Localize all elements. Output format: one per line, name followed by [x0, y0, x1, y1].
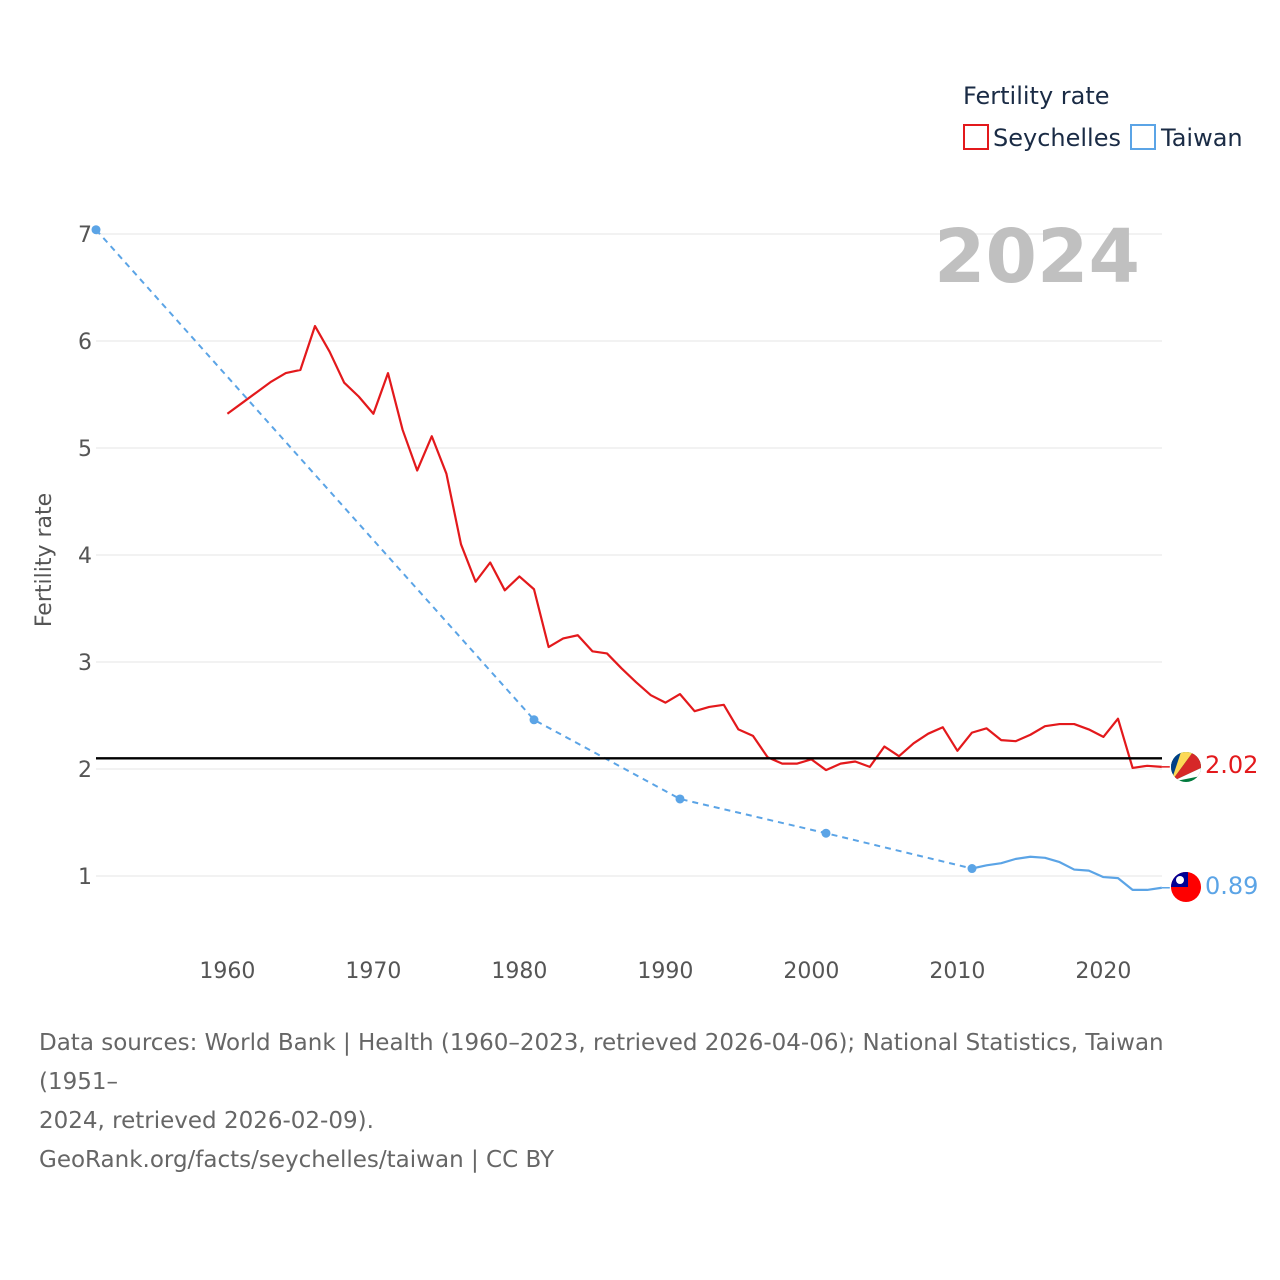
- y-tick-label-7: 7: [78, 223, 92, 248]
- y-axis-title: Fertility rate: [32, 493, 57, 627]
- taiwan-point-2001: [821, 828, 831, 838]
- fertility-chart: 1 2 3 4 5 6 7 1960 1970 1980 1990 2000 2010 2020 Fer…: [32, 82, 1258, 984]
- y-tick-label-1: 1: [78, 865, 92, 890]
- source-line-2: 2024, retrieved 2026-02-09).: [39, 1108, 374, 1134]
- taiwan-interpolated-line: [95, 229, 973, 870]
- source-notes: Data sources: World Bank | Health (1960–…: [39, 1024, 1249, 1180]
- taiwan-end-value: 0.89: [1205, 872, 1258, 900]
- x-tick-label-2000: 2000: [783, 959, 839, 984]
- y-tick-label-2: 2: [78, 758, 92, 783]
- taiwan-point-1951: [91, 225, 101, 235]
- taiwan-line: [971, 855, 1162, 892]
- seychelles-line: [226, 324, 1162, 772]
- x-tick-label-1970: 1970: [345, 959, 401, 984]
- x-tick-label-2010: 2010: [929, 959, 985, 984]
- x-tick-label-1960: 1960: [199, 959, 255, 984]
- taiwan-point-1991: [675, 794, 685, 804]
- taiwan-flag-icon: [1171, 872, 1201, 902]
- taiwan-point-1981: [529, 715, 539, 725]
- seychelles-flag-icon: [1171, 752, 1201, 782]
- series-lines: [91, 225, 1170, 892]
- legend-swatch-seychelles: [963, 124, 989, 150]
- grid-lines: [96, 233, 1162, 877]
- attribution[interactable]: GeoRank.org/facts/seychelles/taiwan | CC…: [39, 1147, 555, 1173]
- legend-item-taiwan[interactable]: Taiwan: [1130, 124, 1243, 152]
- legend-title: Fertility rate: [963, 82, 1110, 110]
- y-tick-label-3: 3: [78, 651, 92, 676]
- legend-swatch-taiwan: [1130, 124, 1156, 150]
- x-axis-ticks: 1960 1970 1980 1990 2000 2010 2020: [199, 959, 1131, 984]
- y-axis-ticks: 1 2 3 4 5 6 7: [78, 223, 92, 890]
- y-tick-label-6: 6: [78, 330, 92, 355]
- x-tick-label-1990: 1990: [637, 959, 693, 984]
- y-tick-label-5: 5: [78, 437, 92, 462]
- year-label: 2024: [934, 214, 1140, 300]
- source-line-1: Data sources: World Bank | Health (1960–…: [39, 1030, 1164, 1095]
- legend: Fertility rate Seychelles Taiwan: [963, 82, 1243, 152]
- legend-item-seychelles[interactable]: Seychelles: [963, 124, 1121, 152]
- seychelles-end-value: 2.02: [1205, 751, 1258, 779]
- y-tick-label-4: 4: [78, 544, 92, 569]
- legend-label-seychelles: Seychelles: [993, 124, 1121, 152]
- legend-label-taiwan: Taiwan: [1160, 124, 1243, 152]
- x-tick-label-2020: 2020: [1075, 959, 1131, 984]
- x-tick-label-1980: 1980: [491, 959, 547, 984]
